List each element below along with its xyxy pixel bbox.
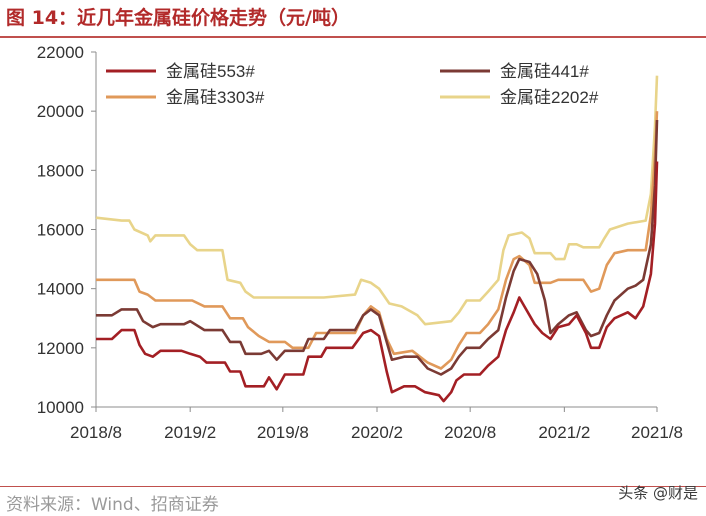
y-tick-label: 16000 [37,221,84,240]
x-tick-label: 2018/8 [70,423,122,442]
legend-label: 金属硅3303# [166,88,265,107]
x-tick-label: 2020/2 [351,423,403,442]
chart-axes: 10000 12000 14000 16000 18000 20000 22000 2018/… [37,43,683,442]
y-tick-label: 12000 [37,339,84,358]
series-line-4 [95,75,659,326]
y-tick-label: 20000 [37,102,84,121]
chart-series-lines [95,75,659,403]
footer-divider [0,486,706,487]
legend-label: 金属硅553# [166,62,255,81]
source-note: 资料来源：Wind、招商证券 [6,495,219,515]
y-tick-label: 14000 [37,280,84,299]
y-tick-label: 10000 [37,398,84,417]
x-tick-label: 2021/2 [538,423,590,442]
price-line-chart: 10000 12000 14000 16000 18000 20000 22000 2018/… [37,43,683,442]
y-tick-label: 22000 [37,43,84,62]
series-line-3 [96,111,659,370]
x-tick-label: 2021/8 [631,423,683,442]
x-tick-label: 2020/8 [444,423,496,442]
page-title: 图 14：近几年金属硅价格走势（元/吨） [6,7,350,29]
series-line-1 [96,161,659,403]
legend-label: 金属硅2202# [500,88,599,107]
title-divider [0,36,706,38]
watermark-text: 头条 @财是 [618,484,698,502]
y-tick-label: 18000 [37,161,84,180]
legend-label: 金属硅441# [500,62,589,81]
x-tick-label: 2019/8 [257,423,309,442]
chart-legend: 金属硅553# 金属硅441# 金属硅3303# 金属硅2202# [106,62,599,107]
series-line-2 [96,119,659,376]
x-tick-label: 2019/2 [164,423,216,442]
